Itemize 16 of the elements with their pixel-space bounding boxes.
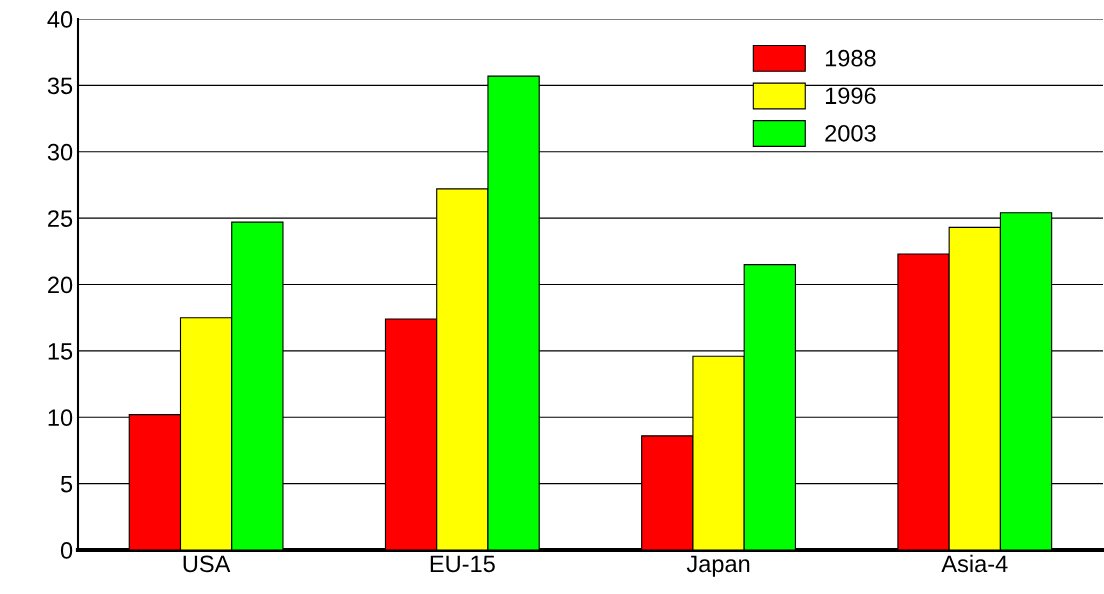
legend-label: 1996 (825, 87, 876, 105)
y-tick-label: 30 (47, 143, 73, 161)
x-tick-label: EU-15 (430, 555, 495, 573)
y-tick-label: 40 (47, 11, 73, 28)
x-tick-label: Asia-4 (941, 554, 1008, 573)
y-tick-label: 35 (47, 77, 73, 95)
y-tick-label: 15 (48, 343, 73, 360)
y-tick-label: 5 (60, 475, 73, 493)
y-tick-label: 20 (48, 276, 73, 294)
x-tick-label: Japan (686, 555, 750, 577)
legend-label: 2003 (825, 124, 876, 142)
y-tick-label: 10 (48, 409, 73, 427)
legend-label: 1988 (825, 49, 876, 67)
x-tick-label: USA (183, 555, 231, 573)
y-tick-label: 25 (48, 210, 73, 227)
y-tick-label: 0 (60, 542, 73, 559)
